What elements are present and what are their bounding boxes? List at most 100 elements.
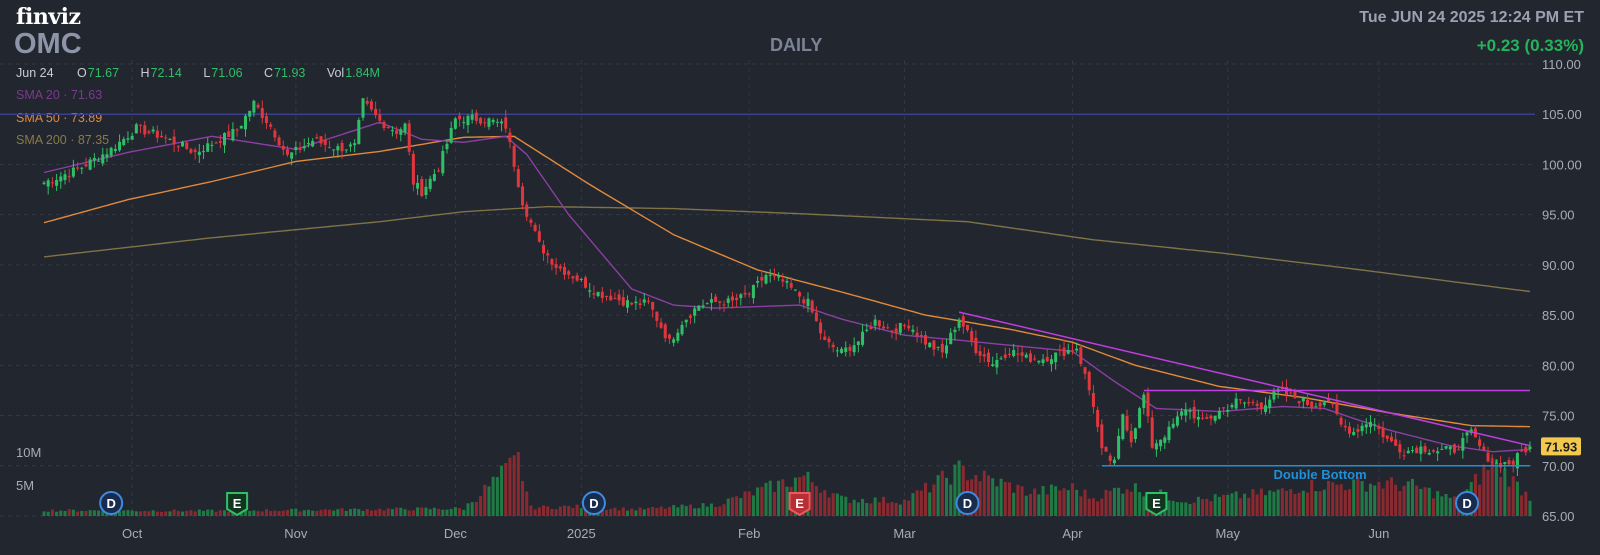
candle-body <box>1238 399 1242 401</box>
candle-body <box>1322 402 1326 406</box>
candle <box>222 132 227 154</box>
candle-body <box>462 122 466 124</box>
candle <box>109 146 113 158</box>
sma200-legend[interactable]: SMA 200 · 87.35 <box>16 133 110 147</box>
volume-bar <box>416 507 420 516</box>
candle <box>1520 443 1524 452</box>
candle <box>1108 453 1112 467</box>
volume-bar <box>458 508 462 516</box>
candle <box>684 319 688 328</box>
volume-bar <box>466 503 470 516</box>
candle <box>1377 423 1381 435</box>
candle <box>1486 446 1490 463</box>
y-tick-label: 90.00 <box>1542 258 1575 273</box>
volume-bar <box>625 510 629 516</box>
candle <box>533 222 537 233</box>
candle-body <box>974 337 978 354</box>
candle <box>1146 387 1150 423</box>
candle <box>596 291 600 298</box>
dividend-marker[interactable]: D <box>955 491 980 515</box>
earnings-marker[interactable]: E <box>1145 492 1168 517</box>
candle-body <box>848 346 852 351</box>
volume-bar <box>1406 481 1410 516</box>
candle <box>965 324 970 333</box>
candle <box>1306 394 1310 407</box>
dividend-marker[interactable]: D <box>1455 491 1480 515</box>
volume-bar <box>928 492 932 516</box>
volume-label: Vol <box>326 66 345 80</box>
candle-body <box>336 146 340 151</box>
volume-bar <box>814 486 818 516</box>
candle-body <box>420 179 424 197</box>
candle-body <box>646 300 650 302</box>
candle-body <box>1310 401 1314 408</box>
volume-bar <box>1297 492 1301 516</box>
candle-body <box>1314 406 1318 408</box>
candle <box>1100 419 1104 455</box>
earnings-shield <box>788 492 811 517</box>
candle-body <box>189 149 193 153</box>
candle <box>537 224 541 243</box>
volume-bar <box>735 496 739 516</box>
candle-body <box>210 144 214 146</box>
candle <box>756 276 760 288</box>
earnings-marker[interactable]: E <box>788 492 811 517</box>
candle-body <box>1490 461 1494 463</box>
dividend-marker[interactable]: D <box>99 491 124 515</box>
candle-body <box>781 279 785 282</box>
candle-body <box>311 140 315 147</box>
candle <box>399 127 403 142</box>
candle-body <box>768 274 772 276</box>
earnings-marker[interactable]: E <box>226 492 249 517</box>
finviz-logo[interactable]: finviz <box>16 4 81 30</box>
candle-body <box>596 291 600 297</box>
candle-body <box>399 129 403 135</box>
candle <box>592 285 596 300</box>
grid-lines <box>0 60 1535 517</box>
volume-bar <box>462 509 466 516</box>
volume-bar <box>1503 468 1507 516</box>
candle-body <box>1226 409 1230 412</box>
volume-bar <box>1117 487 1121 516</box>
volume-bar <box>495 477 499 516</box>
candle-body <box>882 326 886 329</box>
candle <box>886 323 890 330</box>
candle <box>781 273 785 287</box>
candle-body <box>1054 352 1058 363</box>
candle <box>487 117 491 130</box>
sma20-legend[interactable]: SMA 20 · 71.63 <box>16 88 103 102</box>
volume-bar <box>46 511 50 516</box>
volume-bar <box>869 503 873 516</box>
x-tick-label: Mar <box>893 526 916 541</box>
candle-body <box>1268 399 1272 408</box>
candle <box>1347 422 1352 438</box>
volume-bar <box>1331 482 1335 516</box>
volume-bar <box>844 496 848 516</box>
volume-bar <box>483 484 487 516</box>
volume-bar <box>861 498 865 516</box>
candle-body <box>202 151 206 153</box>
volume-bar <box>945 477 949 516</box>
candle-body <box>1452 444 1456 453</box>
volume-bar <box>1201 499 1205 516</box>
candle-body <box>1494 462 1498 464</box>
candle <box>160 130 164 138</box>
volume-bar <box>390 509 394 516</box>
volume-bar <box>1373 485 1377 516</box>
volume-bar <box>911 493 915 516</box>
volume-bar <box>1217 496 1221 516</box>
candle <box>340 139 344 159</box>
volume-bar <box>143 510 147 516</box>
candle-body <box>630 302 634 305</box>
volume-bar <box>659 506 663 516</box>
candle-body <box>697 305 701 311</box>
volume-bar <box>663 508 667 516</box>
dividend-marker[interactable]: D <box>581 491 606 515</box>
candle-body <box>840 348 844 353</box>
candle-body <box>571 276 575 279</box>
candle-body <box>1347 426 1352 434</box>
candle-body <box>1129 430 1133 443</box>
candle <box>961 312 965 334</box>
volume-bar <box>315 510 319 516</box>
